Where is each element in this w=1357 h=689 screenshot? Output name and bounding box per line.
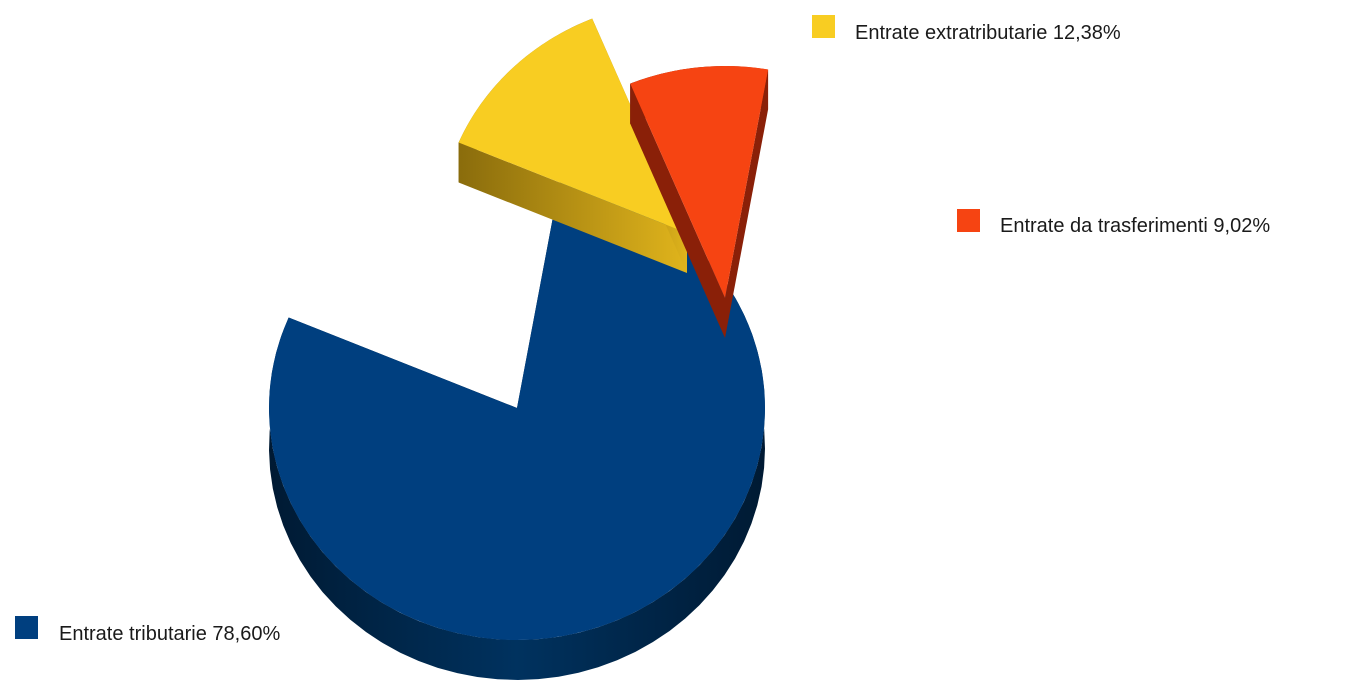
legend-label: Entrate extratributarie 12,38% xyxy=(855,22,1121,44)
legend-swatch xyxy=(957,209,980,232)
legend-swatch xyxy=(812,15,835,38)
slice-entrate-extratributarie xyxy=(458,18,687,273)
legend-item: Entrate da trasferimenti 9,02% xyxy=(957,209,1270,237)
legend-item: Entrate extratributarie 12,38% xyxy=(812,15,1121,44)
slice-wall xyxy=(458,142,687,273)
legend-item: Entrate tributarie 78,60% xyxy=(15,616,280,645)
slice-top xyxy=(458,18,687,233)
slice-top xyxy=(269,179,766,640)
slice-wall xyxy=(725,69,769,339)
pie-slices xyxy=(269,18,769,680)
slice-wall xyxy=(630,83,725,339)
slice-top xyxy=(630,66,769,299)
legend-label: Entrate tributarie 78,60% xyxy=(59,623,280,645)
legend-swatch xyxy=(15,616,38,639)
legend-label: Entrate da trasferimenti 9,02% xyxy=(1000,215,1270,237)
legend: Entrate tributarie 78,60% Entrate extratr… xyxy=(15,15,1270,645)
slice-entrate-tributarie xyxy=(269,179,766,680)
slice-entrate-da-trasferimenti xyxy=(630,66,769,339)
